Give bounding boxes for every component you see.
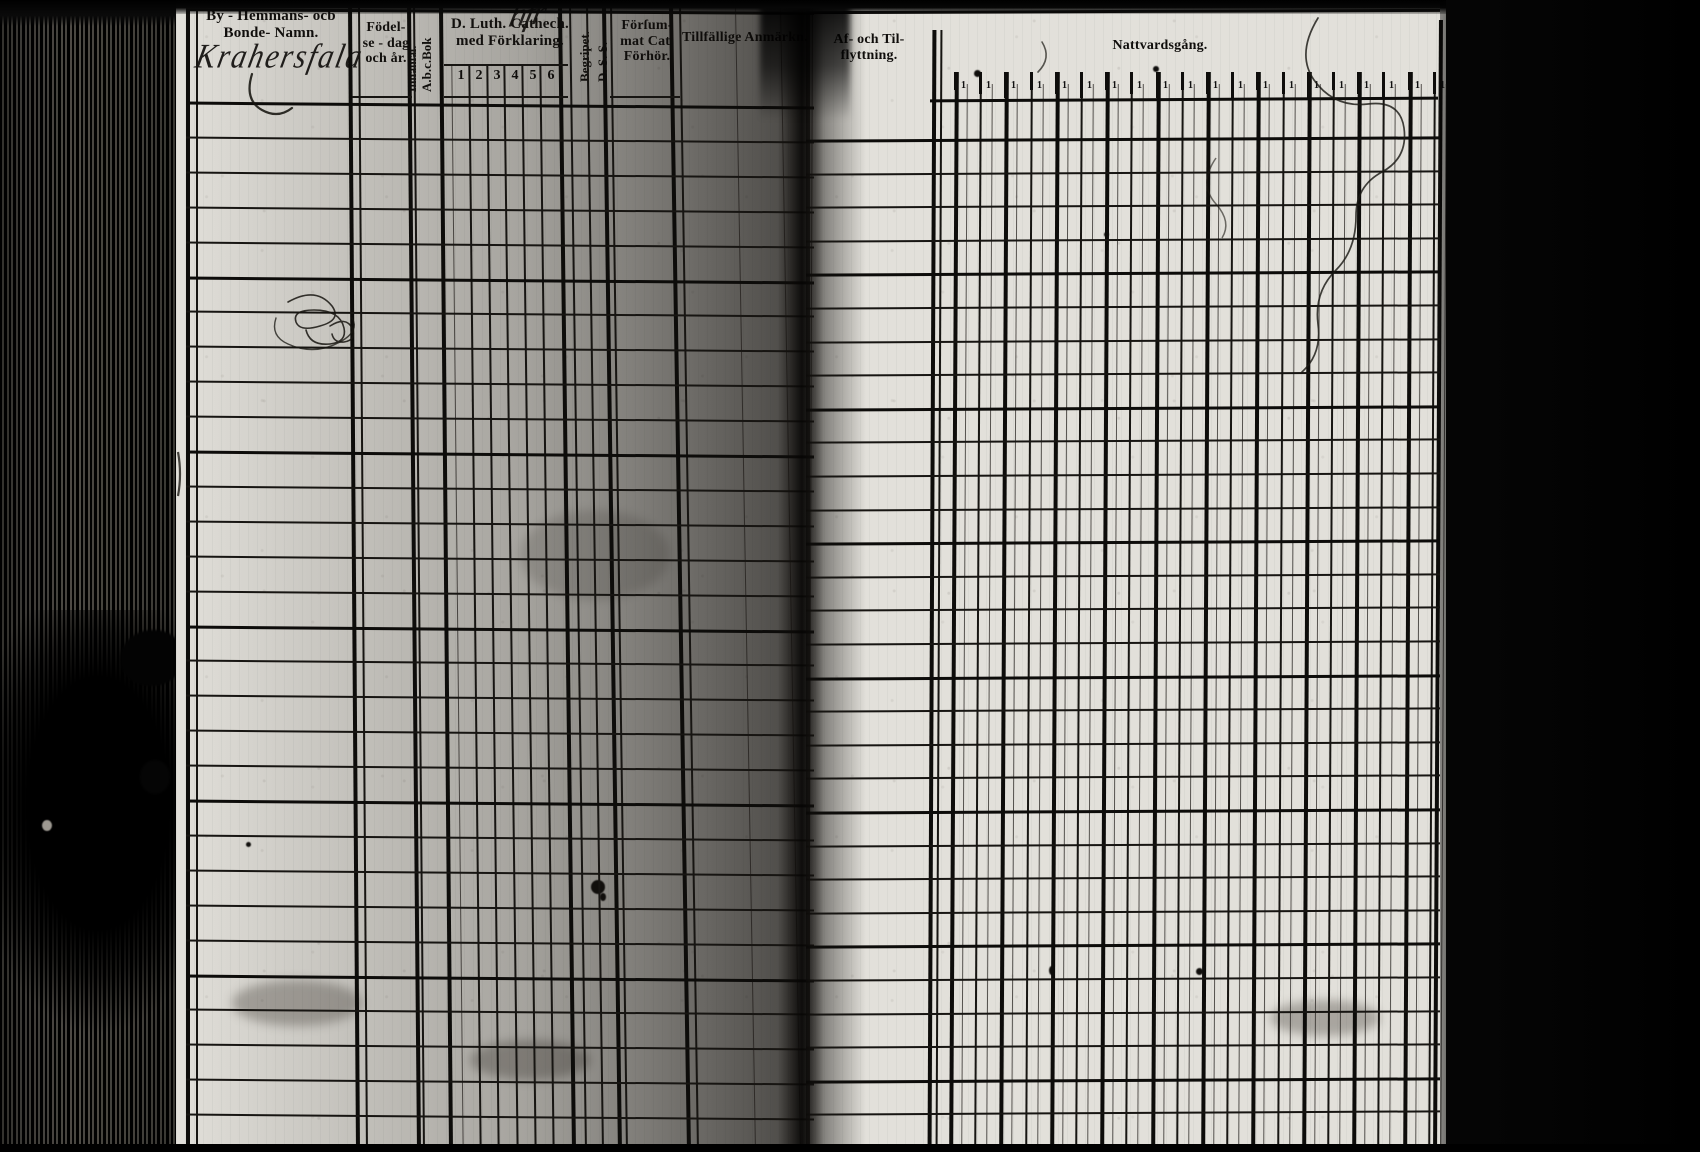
nattvardsgang-pen-tick xyxy=(1156,72,1159,98)
nattvardsgang-pen-tick xyxy=(1030,72,1033,90)
catechism-subcolumn-number-2: 2 xyxy=(475,68,483,83)
ink-blot-nattvard-2 xyxy=(1153,66,1159,72)
nattvardsgang-tick-label: 1 xyxy=(1289,80,1294,91)
nattvardsgang-tick-label: 1 xyxy=(1011,80,1016,91)
book-edge-bump-secondary xyxy=(140,760,170,794)
nattvardsgang-tick-label: 1 xyxy=(1238,80,1243,91)
nattvardsgang-pen-tick xyxy=(1105,72,1108,90)
nattvardsgang-tick-label: 1 xyxy=(1440,80,1445,91)
ink-blot-nattvard xyxy=(974,70,981,77)
nattvardsgang-tick-label: 1 xyxy=(1087,80,1092,91)
nattvardsgang-tick-label: 1 xyxy=(1213,80,1218,91)
nattvardsgang-pen-tick xyxy=(1433,72,1436,94)
nattvardsgang-pen-tick xyxy=(1130,72,1133,94)
nattvardsgang-tick-label: 1 xyxy=(1163,80,1168,91)
nattvardsgang-tick-label: 1 xyxy=(1062,80,1067,91)
nattvardsgang-pen-tick xyxy=(1231,72,1234,98)
nattvardsgang-pen-tick xyxy=(1181,72,1184,90)
nattvardsgang-pen-tick xyxy=(1332,72,1335,90)
nattvardsgang-pen-tick xyxy=(1055,72,1058,94)
nattvardsgang-tick-label: 1 xyxy=(1415,80,1420,91)
ink-blot-lower-right xyxy=(1196,968,1203,975)
nattvardsgang-tick-label: 1 xyxy=(1037,80,1042,91)
nattvardsgang-tick-label: 1 xyxy=(986,80,991,91)
book-edge-bump xyxy=(120,630,182,686)
nattvardsgang-pen-tick xyxy=(1382,72,1385,98)
nattvardsgang-pen-tick xyxy=(1408,72,1411,90)
catechism-subcolumn-number-4: 4 xyxy=(511,68,519,83)
nattvardsgang-tick-label: 1 xyxy=(1364,80,1369,91)
book-edge-highlight-speck xyxy=(42,820,52,831)
catechism-subcolumn-number-5: 5 xyxy=(529,68,537,83)
nattvardsgang-tick-label: 1 xyxy=(1339,80,1344,91)
book-fore-edge-top-shadow xyxy=(0,0,190,26)
paper-smudge-bottom-right xyxy=(1270,1000,1380,1036)
catechism-subcolumn-number-3: 3 xyxy=(493,68,501,83)
column-header-nattvardsgang: Nattvardsgång. xyxy=(1112,38,1208,53)
catechism-subcolumn-number-6: 6 xyxy=(547,68,555,83)
nattvardsgang-tick-label: 1 xyxy=(961,80,966,91)
nattvardsgang-pen-tick xyxy=(1004,72,1007,98)
nattvardsgang-pen-tick xyxy=(1357,72,1360,94)
nattvardsgang-tick-label: 1 xyxy=(1263,80,1268,91)
nattvardsgang-pen-tick xyxy=(1282,72,1285,94)
nattvardsgang-pen-tick xyxy=(1307,72,1310,98)
nattvardsgang-pen-tick xyxy=(979,72,982,94)
nattvardsgang-tick-label: 1 xyxy=(1188,80,1193,91)
nattvardsgang-tick-label: 1 xyxy=(1389,80,1394,91)
nattvardsgang-tick-label: 1 xyxy=(1314,80,1319,91)
nattvardsgang-tick-label: 1 xyxy=(1137,80,1142,91)
nattvardsgang-tick-label: 1 xyxy=(1112,80,1117,91)
nattvardsgang-pen-tick xyxy=(1080,72,1083,98)
catechism-subcolumn-number-1: 1 xyxy=(457,68,465,83)
nattvardsgang-pen-tick xyxy=(954,72,957,90)
nattvardsgang-pen-tick xyxy=(1256,72,1259,90)
nattvardsgang-pen-tick xyxy=(1206,72,1209,94)
